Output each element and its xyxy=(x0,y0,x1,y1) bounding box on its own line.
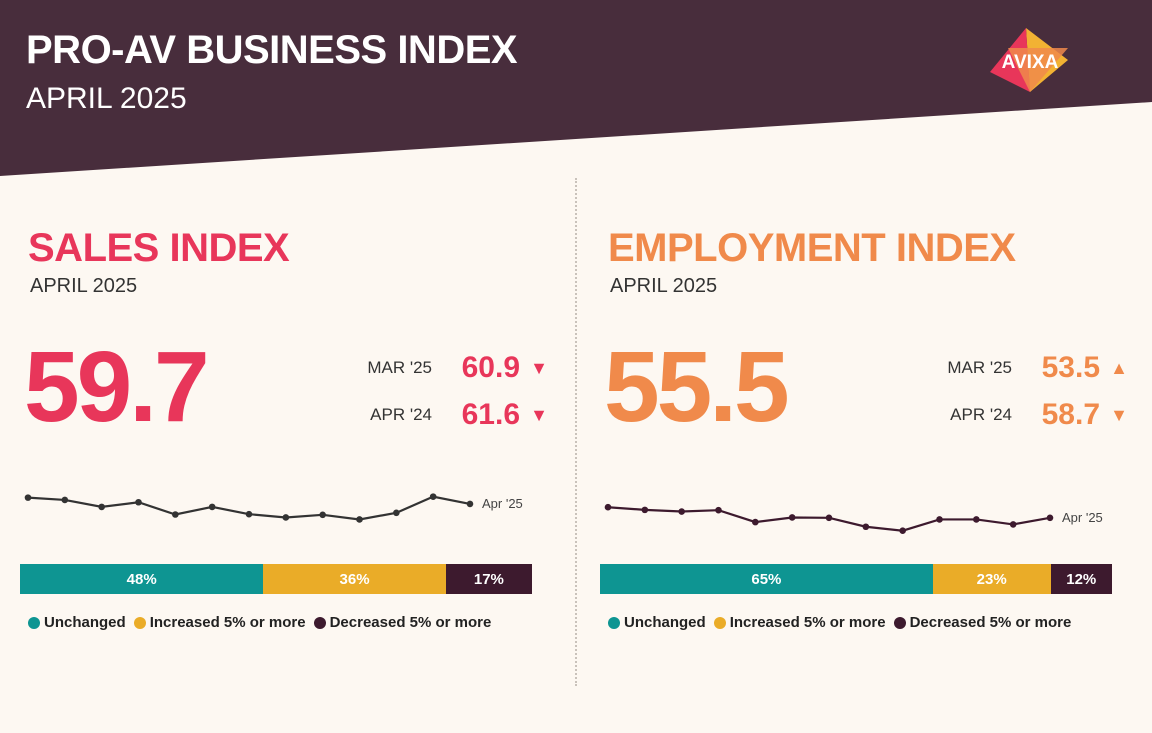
employment-comparison-mar: MAR '25 53.5 ▲ xyxy=(947,348,1128,388)
bar-segment-decreased: 17% xyxy=(445,564,532,594)
bar-segment-unchanged: 65% xyxy=(600,564,933,594)
comparison-label: MAR '25 xyxy=(947,358,1012,377)
data-point xyxy=(282,514,290,521)
data-point xyxy=(208,503,216,511)
plum-dot-icon xyxy=(313,616,326,629)
sales-comparison-mar: MAR '25 60.9 ▼ xyxy=(367,348,548,388)
data-point xyxy=(61,496,69,504)
plum-dot-icon xyxy=(893,616,906,629)
data-point xyxy=(466,500,474,508)
data-point xyxy=(1009,521,1017,528)
data-point xyxy=(172,511,179,518)
data-point xyxy=(752,518,759,526)
data-point xyxy=(356,516,363,523)
legend-item-increased: Increased 5% or more xyxy=(713,614,886,631)
header-background xyxy=(0,0,1152,176)
sales-index-value: 59.7 xyxy=(24,331,210,443)
down-arrow-icon: ▼ xyxy=(530,404,548,425)
legend-item-unchanged: Unchanged xyxy=(28,614,126,631)
comparison-value: 61.6 xyxy=(461,398,520,431)
employment-comparison-apr: APR '24 58.7 ▼ xyxy=(950,395,1128,435)
data-point xyxy=(678,508,685,515)
page-title: PRO-AV BUSINESS INDEX xyxy=(26,28,518,72)
comparison-label: APR '24 xyxy=(950,405,1012,424)
sales-period: APRIL 2025 xyxy=(30,275,138,297)
up-arrow-icon: ▲ xyxy=(1110,357,1128,378)
data-point xyxy=(1046,514,1054,522)
data-point xyxy=(825,514,833,522)
page-subtitle: APRIL 2025 xyxy=(26,82,187,115)
data-point xyxy=(641,506,649,514)
avixa-logo: AVIXA xyxy=(990,28,1068,92)
down-arrow-icon: ▼ xyxy=(530,357,548,378)
legend-item-decreased: Decreased 5% or more xyxy=(313,614,492,631)
data-point xyxy=(788,514,796,521)
comparison-value: 58.7 xyxy=(1041,398,1100,431)
data-point xyxy=(98,503,105,511)
bar-segment-decreased: 12% xyxy=(1050,564,1112,594)
sales-panel: SALES INDEX APRIL 2025 59.7 MAR '25 60.9… xyxy=(20,226,548,631)
employment-sparkline: Apr '25 xyxy=(604,503,1103,535)
logo-text: AVIXA xyxy=(1002,52,1059,73)
yellow-dot-icon xyxy=(713,616,726,629)
legend-item-increased: Increased 5% or more xyxy=(133,614,306,631)
legend-item-decreased: Decreased 5% or more xyxy=(893,614,1072,631)
sales-distribution-bar: 48% 36% 17% xyxy=(20,564,532,594)
data-point xyxy=(393,509,400,517)
comparison-value: 60.9 xyxy=(461,351,520,384)
comparison-value: 53.5 xyxy=(1041,351,1100,384)
legend-label: Decreased 5% or more xyxy=(909,614,1072,631)
data-point xyxy=(604,503,612,511)
teal-dot-icon xyxy=(608,616,620,629)
bar-segment-increased: 36% xyxy=(263,564,446,594)
employment-panel: EMPLOYMENT INDEX APRIL 2025 55.5 MAR '25… xyxy=(580,0,1152,733)
sales-comparison-apr: APR '24 61.6 ▼ xyxy=(370,395,548,435)
data-point xyxy=(429,493,437,500)
data-point xyxy=(24,494,32,501)
employment-index-title: EMPLOYMENT INDEX xyxy=(608,226,1016,270)
legend-label: Unchanged xyxy=(624,614,706,631)
data-point xyxy=(936,516,943,523)
legend-label: Unchanged xyxy=(44,614,126,631)
data-point xyxy=(245,510,253,518)
employment-distribution-bar: 65% 23% 12% xyxy=(600,564,1112,594)
sales-index-title: SALES INDEX xyxy=(28,226,290,270)
data-point xyxy=(973,516,980,523)
down-arrow-icon: ▼ xyxy=(1110,404,1128,425)
sales-legend: Unchanged Increased 5% or more Decreased… xyxy=(28,614,499,631)
data-point xyxy=(135,498,142,506)
legend-label: Increased 5% or more xyxy=(149,614,306,631)
end-point-label: Apr '25 xyxy=(482,496,523,511)
data-point xyxy=(715,506,722,514)
legend-label: Increased 5% or more xyxy=(729,614,886,631)
employment-period: APRIL 2025 xyxy=(610,275,718,297)
legend-label: Decreased 5% or more xyxy=(329,614,492,631)
yellow-dot-icon xyxy=(133,616,146,629)
data-point xyxy=(319,511,326,519)
comparison-label: MAR '25 xyxy=(367,358,432,377)
teal-dot-icon xyxy=(28,616,40,629)
data-point xyxy=(862,523,870,531)
bar-segment-increased: 23% xyxy=(932,564,1051,594)
employment-index-value: 55.5 xyxy=(604,331,790,443)
comparison-label: APR '24 xyxy=(370,405,432,424)
data-point xyxy=(899,527,906,535)
panel-divider xyxy=(575,178,577,686)
legend-item-unchanged: Unchanged xyxy=(608,614,706,631)
end-point-label: Apr '25 xyxy=(1062,510,1103,525)
employment-legend: Unchanged Increased 5% or more Decreased… xyxy=(608,614,1079,631)
bar-segment-unchanged: 48% xyxy=(20,564,264,594)
sales-sparkline: Apr '25 xyxy=(24,493,523,523)
